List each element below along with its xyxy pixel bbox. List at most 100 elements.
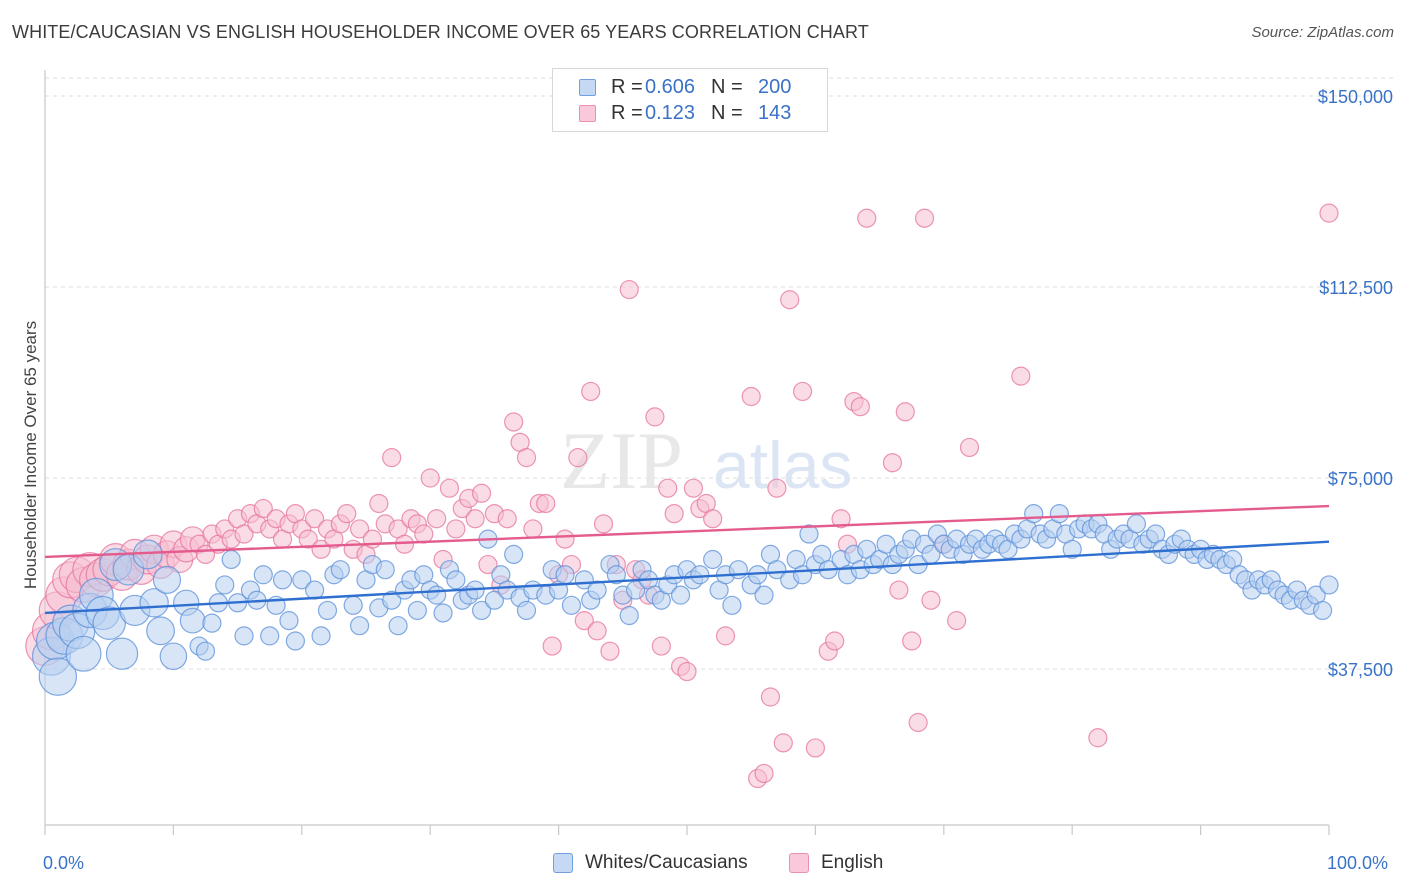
white-point xyxy=(606,565,626,585)
x-tick-label-min: 0.0% xyxy=(43,853,85,873)
white-point xyxy=(343,595,363,615)
white-point xyxy=(105,637,139,670)
english-point xyxy=(959,437,980,458)
white-point xyxy=(446,570,466,590)
english-point xyxy=(382,448,402,468)
legend-swatch-whites xyxy=(579,79,596,96)
english-point xyxy=(581,381,601,402)
white-point xyxy=(317,600,338,621)
white-point xyxy=(471,600,492,621)
english-point xyxy=(504,412,524,432)
white-point xyxy=(159,642,188,671)
y-axis-label: Householder Income Over 65 years xyxy=(21,320,40,590)
english-point xyxy=(658,478,678,498)
white-point xyxy=(619,605,639,626)
white-point xyxy=(202,613,222,633)
english-point xyxy=(760,687,781,707)
english-point xyxy=(349,519,370,539)
english-point xyxy=(741,386,761,407)
y-tick-label: $112,500 xyxy=(1319,278,1393,298)
white-point xyxy=(146,616,175,646)
legend-row-english: R = 0.123 N = 143 xyxy=(553,102,827,128)
y-tick-label: $75,000 xyxy=(1328,469,1393,489)
chart-title: WHITE/CAUCASIAN VS ENGLISH HOUSEHOLDER I… xyxy=(12,22,869,42)
white-point xyxy=(279,611,299,631)
legend-swatch-whites xyxy=(553,853,573,873)
english-point xyxy=(516,448,537,468)
white-point xyxy=(152,565,182,594)
english-point xyxy=(587,621,607,641)
white-point xyxy=(253,565,273,585)
english-point xyxy=(298,529,318,549)
english-point xyxy=(593,514,614,534)
white-point xyxy=(484,590,504,610)
white-point xyxy=(876,534,896,554)
english-point xyxy=(414,524,434,544)
english-point xyxy=(1011,366,1031,386)
white-point xyxy=(349,616,370,636)
white-point xyxy=(670,585,691,605)
english-point xyxy=(825,631,845,651)
english-point xyxy=(337,504,357,524)
english-point xyxy=(831,509,851,529)
white-point xyxy=(234,626,254,646)
white-point xyxy=(754,585,774,605)
english-point xyxy=(600,641,620,661)
legend-row-whites: R = 0.606 N = 200 xyxy=(553,76,827,102)
legend-swatch-english xyxy=(789,853,809,873)
n-label: N = xyxy=(711,76,743,98)
white-point xyxy=(292,570,312,590)
english-point xyxy=(715,626,736,646)
n-value: 200 xyxy=(758,76,792,98)
whites-points xyxy=(31,504,1339,696)
english-point xyxy=(780,290,800,310)
white-point xyxy=(1049,504,1069,524)
english-point xyxy=(805,738,826,758)
white-point xyxy=(516,600,537,621)
legend-label-english: English xyxy=(821,852,884,873)
english-point xyxy=(882,453,903,473)
english-point xyxy=(420,468,440,488)
english-point xyxy=(902,631,922,651)
english-point xyxy=(850,397,870,417)
english-point xyxy=(555,529,575,549)
english-point xyxy=(465,509,485,529)
white-point xyxy=(272,570,293,590)
english-point xyxy=(497,509,517,529)
white-point xyxy=(375,560,395,580)
white-point xyxy=(221,549,241,570)
white-point xyxy=(433,603,453,623)
white-point xyxy=(555,565,575,585)
english-point xyxy=(568,448,588,468)
english-point xyxy=(523,519,543,539)
english-point xyxy=(645,407,665,427)
english-point xyxy=(857,208,877,228)
english-point xyxy=(362,529,383,549)
white-point xyxy=(407,600,427,621)
y-tick-label: $150,000 xyxy=(1318,87,1393,107)
white-point xyxy=(92,606,127,640)
english-point xyxy=(895,402,915,422)
watermark: ZIP atlas xyxy=(560,415,852,506)
y-tick-labels: $37,500 $75,000 $112,500 $150,000 xyxy=(1318,87,1393,680)
english-point xyxy=(234,524,254,544)
white-point xyxy=(215,575,235,595)
white-point xyxy=(1062,539,1082,559)
english-point xyxy=(439,478,460,498)
y-tick-label: $37,500 xyxy=(1328,660,1393,680)
english-point xyxy=(703,509,723,529)
english-point xyxy=(754,763,774,784)
english-point xyxy=(683,478,704,498)
english-point xyxy=(1319,203,1339,223)
legend-label-whites: Whites/Caucasians xyxy=(585,852,748,873)
white-point xyxy=(382,590,402,610)
english-point xyxy=(908,712,928,733)
english-point xyxy=(394,534,415,554)
white-point xyxy=(587,580,607,600)
correlation-legend: R = 0.606 N = 200 R = 0.123 N = 143 xyxy=(552,68,828,132)
english-point xyxy=(651,636,671,656)
english-point xyxy=(619,279,639,300)
whites-trend-line xyxy=(44,540,1330,615)
white-point xyxy=(1312,600,1333,621)
